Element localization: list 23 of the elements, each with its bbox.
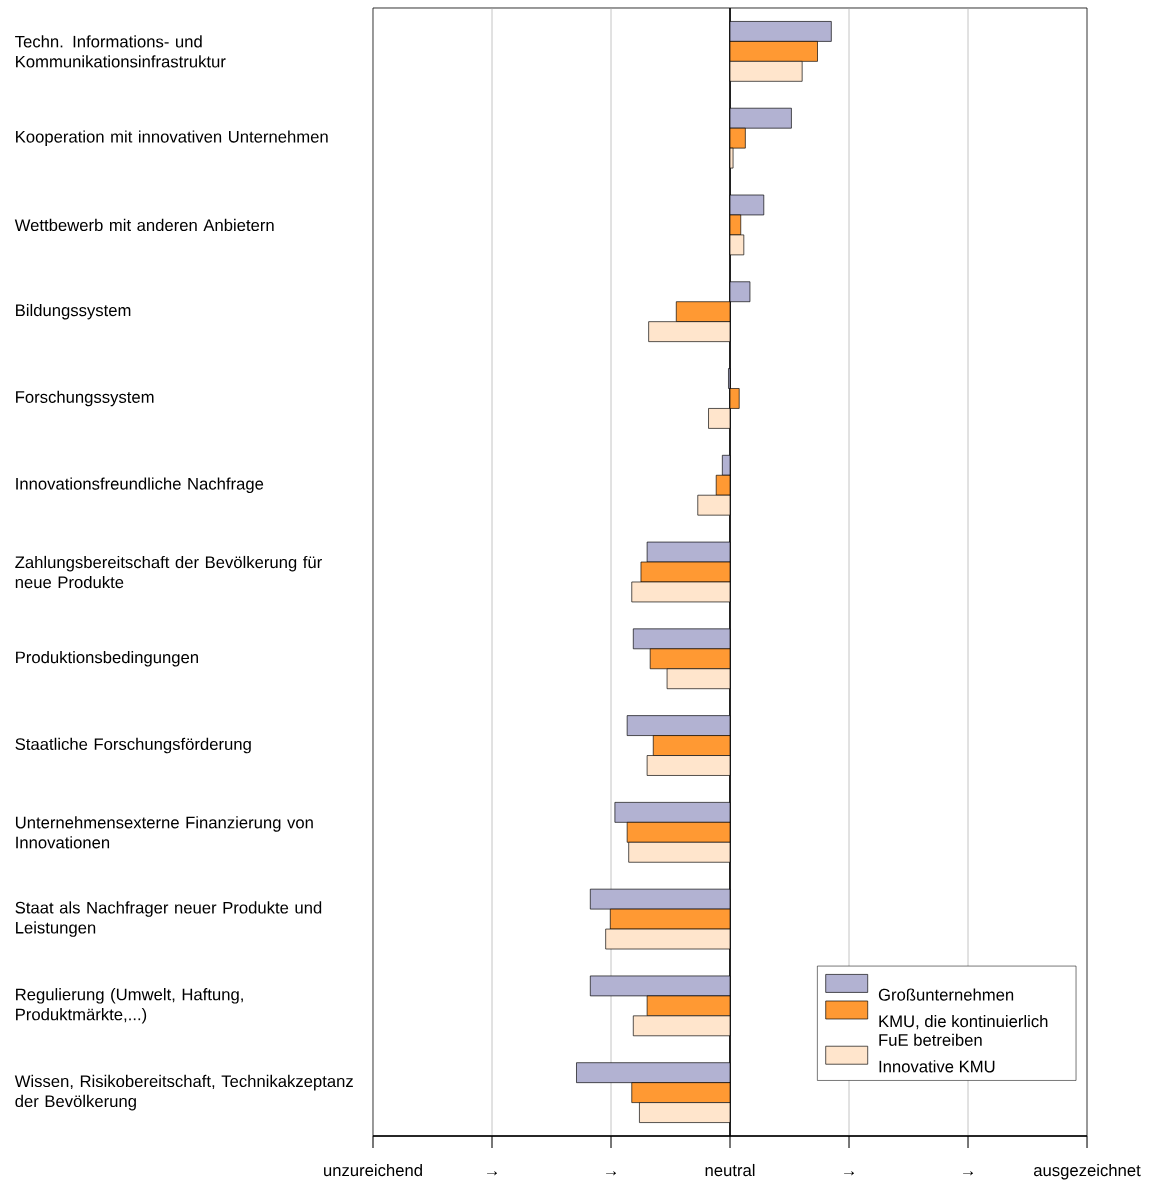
y-tick-label: Wissen, Risikobereitschaft, Technikakzeptanz der Bevölkerung: [14, 1074, 353, 1111]
y-tick-label: Zahlungsbereitschaft der Bevölkerung für neue Produkte: [15, 555, 322, 589]
legend-label: Innovative KMU: [879, 1060, 995, 1073]
y-tick-label: Unternehmensexterne Finanzierung von Innovationen: [15, 816, 313, 849]
y-tick-label: Staatliche Forschungsförderung: [15, 737, 251, 754]
y-tick-label: Bildungssystem: [16, 303, 131, 320]
y-tick-label: Wettbewerb mit anderen Anbietern: [14, 218, 274, 232]
y-tick-label: Regulierung (Umwelt, Haftung, Produktmärkte,...): [16, 988, 243, 1024]
text: neutral: [705, 1163, 755, 1177]
text: →: [487, 1171, 497, 1176]
text: →: [963, 1171, 973, 1176]
text: →: [606, 1171, 616, 1176]
text: KMU, die kontinuierlich FuE betreiben: [879, 1014, 1048, 1046]
text: unzureichend: [324, 1163, 422, 1177]
legend-label: Großunternehmen: [878, 988, 1014, 1001]
y-tick-label: Forschungssystem: [16, 390, 154, 407]
text: ausgezeichnet: [1033, 1163, 1141, 1180]
y-tick-label: Kooperation mit innovativen Unternehmen: [16, 130, 328, 146]
y-tick-label: Staat als Nachfrager neuer Produkte und Leistungen: [15, 901, 322, 937]
y-tick-label: Techn. Informations- und Kommunikationsinfrastruktur: [15, 35, 226, 68]
y-tick-label: Innovationsfreundliche Nachfrage: [16, 477, 264, 493]
text: →: [844, 1171, 854, 1176]
y-tick-label: Produktionsbedingungen: [16, 651, 198, 667]
